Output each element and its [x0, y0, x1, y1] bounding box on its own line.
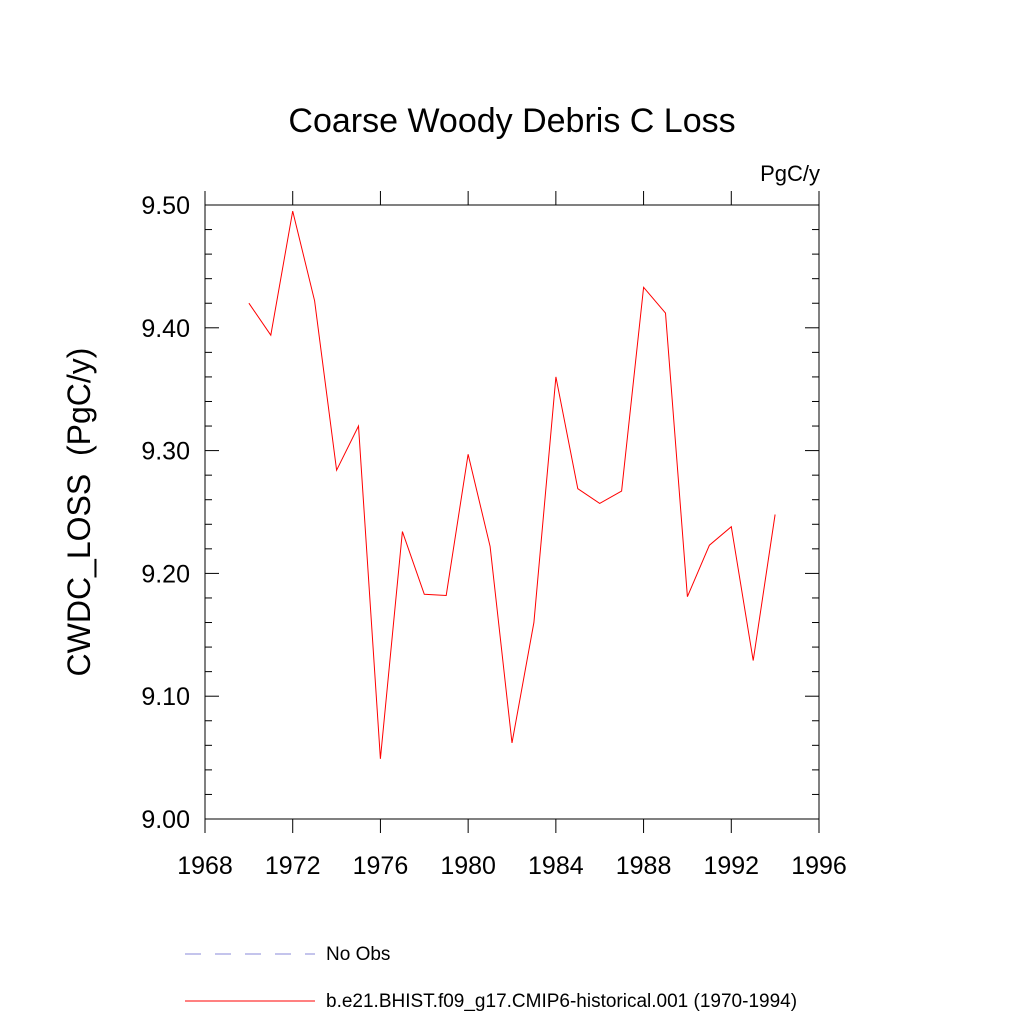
x-tick-label: 1984 [528, 852, 584, 880]
x-tick-label: 1976 [353, 852, 409, 880]
x-tick-label: 1972 [265, 852, 321, 880]
y-tick-label: 9.40 [141, 315, 190, 343]
legend-label-no-obs: No Obs [326, 944, 390, 965]
y-tick-label: 9.00 [141, 806, 190, 834]
legend-label-historical: b.e21.BHIST.f09_g17.CMIP6-historical.001… [326, 991, 797, 1012]
plot-frame [204, 204, 820, 820]
x-tick-label: 1988 [616, 852, 672, 880]
series-line-historical [248, 210, 776, 759]
chart-title: Coarse Woody Debris C Loss [288, 102, 735, 140]
x-tick-label: 1992 [703, 852, 759, 880]
y-tick-label: 9.10 [141, 683, 190, 711]
units-label: PgC/y [760, 161, 820, 186]
x-tick-label: 1968 [177, 852, 233, 880]
y-tick-label: 9.20 [141, 560, 190, 588]
x-tick-label: 1980 [440, 852, 496, 880]
x-tick-label: 1996 [791, 852, 847, 880]
y-tick-label: 9.30 [141, 438, 190, 466]
y-tick-label: 9.50 [141, 192, 190, 220]
y-axis-label: CWDC_LOSS (PgC/y) [61, 348, 97, 677]
